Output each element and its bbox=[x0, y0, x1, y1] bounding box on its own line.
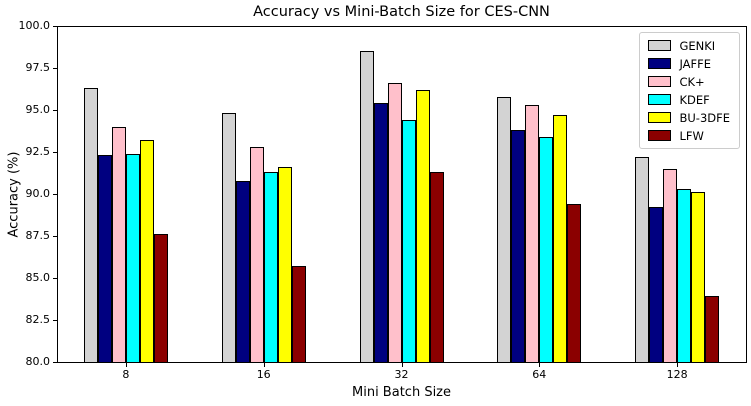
y-tick-label-97-5: 97.5 bbox=[25, 61, 51, 74]
legend-item-lfw: LFW bbox=[648, 128, 730, 143]
bar-ck-128 bbox=[663, 168, 678, 363]
y-tick-mark bbox=[53, 152, 57, 153]
x-tick-mark bbox=[125, 363, 127, 367]
x-tick-mark bbox=[401, 363, 403, 367]
bar-lfw-8 bbox=[153, 234, 168, 363]
legend-label-lfw: LFW bbox=[679, 128, 704, 143]
bar-lfw-64 bbox=[567, 204, 582, 363]
y-tick-mark bbox=[53, 236, 57, 237]
x-tick-mark bbox=[677, 363, 679, 367]
bar-kdef-16 bbox=[263, 172, 278, 363]
legend-swatch-ck bbox=[648, 76, 672, 87]
bar-kdef-64 bbox=[539, 136, 554, 363]
x-tick-mark bbox=[539, 363, 541, 367]
bar-kdef-128 bbox=[677, 188, 692, 363]
y-tick-mark bbox=[53, 278, 57, 279]
legend-label-ck: CK+ bbox=[679, 74, 705, 89]
y-tick-label-85: 85.0 bbox=[25, 271, 51, 284]
legend: GENKI JAFFE CK+ KDEF BU-3DFE LFW bbox=[639, 32, 740, 149]
y-tick-label-90: 90.0 bbox=[25, 187, 51, 200]
bar-kdef-8 bbox=[125, 153, 140, 363]
bar-ck-32 bbox=[387, 83, 402, 363]
legend-item-genki: GENKI bbox=[648, 38, 730, 53]
y-tick-mark bbox=[53, 320, 57, 321]
y-tick-mark bbox=[53, 194, 57, 195]
x-tick-label-64: 64 bbox=[532, 368, 547, 381]
y-tick-mark bbox=[53, 68, 57, 69]
bar-ck-64 bbox=[525, 104, 540, 363]
bar-jaffe-8 bbox=[97, 155, 112, 363]
legend-swatch-bu3dfe bbox=[648, 112, 672, 123]
x-tick-label-8: 8 bbox=[122, 368, 130, 381]
y-tick-label-100: 100.0 bbox=[18, 19, 51, 32]
bar-genki-16 bbox=[221, 113, 236, 363]
bar-lfw-32 bbox=[429, 172, 444, 363]
legend-swatch-genki bbox=[648, 40, 672, 51]
y-tick-mark bbox=[53, 26, 57, 27]
legend-item-jaffe: JAFFE bbox=[648, 56, 730, 71]
bar-lfw-16 bbox=[291, 266, 306, 363]
legend-item-ck: CK+ bbox=[648, 74, 730, 89]
legend-label-jaffe: JAFFE bbox=[679, 56, 712, 71]
bar-jaffe-32 bbox=[373, 103, 388, 363]
legend-label-kdef: KDEF bbox=[679, 92, 710, 107]
y-tick-label-87-5: 87.5 bbox=[25, 229, 51, 242]
bar-bu3dfe-16 bbox=[277, 167, 292, 363]
bar-genki-8 bbox=[83, 88, 98, 363]
legend-swatch-kdef bbox=[648, 94, 672, 105]
bar-bu3dfe-32 bbox=[415, 89, 430, 363]
bar-kdef-32 bbox=[401, 120, 416, 363]
y-tick-label-92-5: 92.5 bbox=[25, 145, 51, 158]
y-tick-label-95: 95.0 bbox=[25, 103, 51, 116]
bar-ck-16 bbox=[249, 146, 264, 363]
bar-genki-32 bbox=[359, 51, 374, 363]
x-axis-label: Mini Batch Size bbox=[352, 385, 451, 400]
x-tick-label-16: 16 bbox=[256, 368, 271, 381]
bar-lfw-128 bbox=[705, 296, 720, 363]
bar-jaffe-16 bbox=[235, 180, 250, 363]
x-tick-label-128: 128 bbox=[666, 368, 688, 381]
bar-genki-128 bbox=[635, 157, 650, 363]
y-tick-mark bbox=[53, 110, 57, 111]
bar-bu3dfe-8 bbox=[139, 140, 154, 363]
bar-jaffe-64 bbox=[511, 130, 526, 363]
y-tick-mark bbox=[53, 362, 57, 363]
legend-item-kdef: KDEF bbox=[648, 92, 730, 107]
bar-bu3dfe-128 bbox=[691, 192, 706, 363]
x-tick-mark bbox=[263, 363, 265, 367]
legend-swatch-lfw bbox=[648, 130, 672, 141]
bar-ck-8 bbox=[111, 126, 126, 363]
bar-genki-64 bbox=[497, 96, 512, 363]
legend-label-genki: GENKI bbox=[679, 38, 716, 53]
bar-bu3dfe-64 bbox=[553, 115, 568, 363]
chart-title: Accuracy vs Mini-Batch Size for CES-CNN bbox=[253, 4, 550, 20]
legend-item-bu3dfe: BU-3DFE bbox=[648, 110, 730, 125]
y-tick-label-82-5: 82.5 bbox=[25, 313, 51, 326]
bar-jaffe-128 bbox=[649, 207, 664, 363]
y-tick-label-80: 80.0 bbox=[25, 355, 51, 368]
x-tick-label-32: 32 bbox=[394, 368, 409, 381]
legend-label-bu3dfe: BU-3DFE bbox=[679, 110, 730, 125]
legend-swatch-jaffe bbox=[648, 58, 672, 69]
